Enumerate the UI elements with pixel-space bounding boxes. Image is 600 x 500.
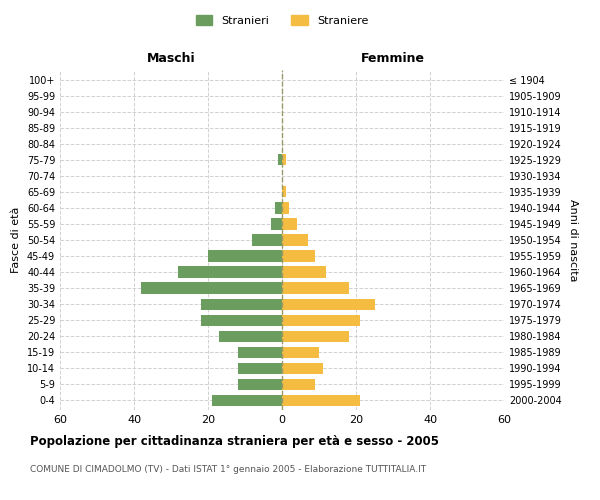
Bar [282, 362, 323, 374]
Y-axis label: Fasce di età: Fasce di età [11, 207, 21, 273]
Bar [282, 346, 319, 358]
Bar [282, 218, 297, 230]
Bar [178, 266, 282, 278]
Bar [282, 186, 286, 198]
Text: Popolazione per cittadinanza straniera per età e sesso - 2005: Popolazione per cittadinanza straniera p… [30, 435, 439, 448]
Bar [238, 378, 282, 390]
Text: COMUNE DI CIMADOLMO (TV) - Dati ISTAT 1° gennaio 2005 - Elaborazione TUTTITALIA.: COMUNE DI CIMADOLMO (TV) - Dati ISTAT 1°… [30, 465, 426, 474]
Bar [282, 234, 308, 246]
Bar [208, 250, 282, 262]
Bar [275, 202, 282, 213]
Bar [200, 298, 282, 310]
Bar [142, 282, 282, 294]
Bar [219, 330, 282, 342]
Bar [282, 282, 349, 294]
Bar [253, 234, 282, 246]
Bar [282, 154, 286, 166]
Bar [282, 266, 326, 278]
Bar [282, 314, 360, 326]
Bar [212, 395, 282, 406]
Bar [200, 314, 282, 326]
Bar [282, 250, 316, 262]
Bar [282, 330, 349, 342]
Bar [282, 395, 360, 406]
Bar [282, 378, 316, 390]
Bar [282, 298, 374, 310]
Bar [238, 346, 282, 358]
Y-axis label: Anni di nascita: Anni di nascita [568, 198, 578, 281]
Bar [278, 154, 282, 166]
Bar [238, 362, 282, 374]
Legend: Stranieri, Straniere: Stranieri, Straniere [191, 10, 373, 30]
Bar [271, 218, 282, 230]
Bar [282, 202, 289, 213]
